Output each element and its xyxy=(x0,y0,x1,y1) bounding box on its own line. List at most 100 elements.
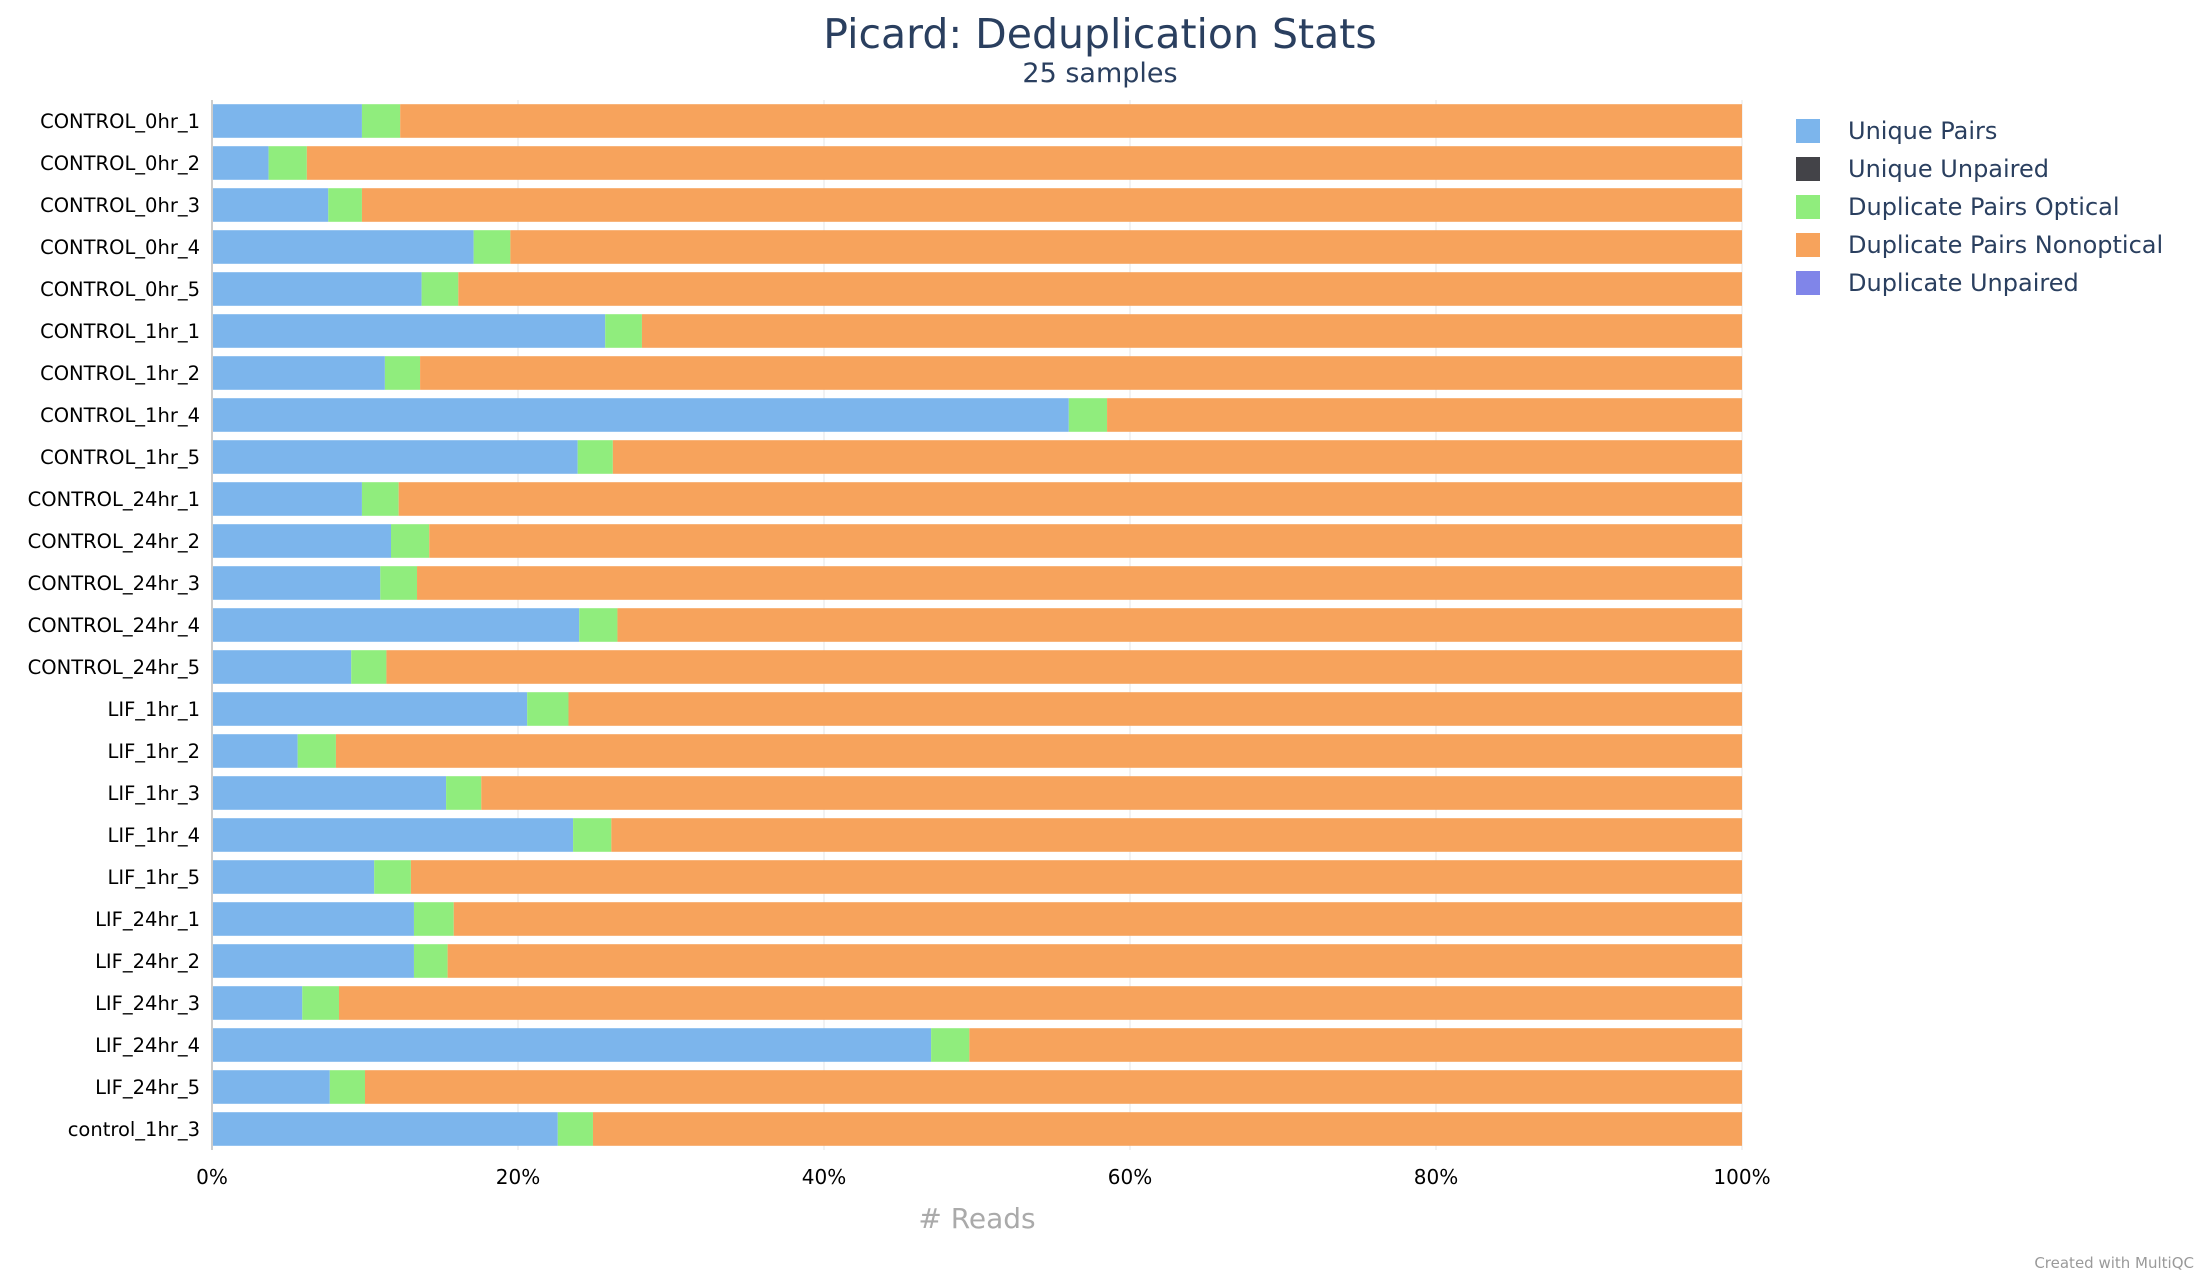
legend-swatch xyxy=(1796,271,1820,295)
bar-segment xyxy=(212,944,414,978)
bar-segment xyxy=(212,230,474,264)
legend-swatch xyxy=(1796,233,1820,257)
x-axis-title: # Reads xyxy=(918,1202,1035,1235)
legend-label: Unique Pairs xyxy=(1848,117,1998,145)
y-tick-label: LIF_24hr_4 xyxy=(95,1034,200,1057)
bar-segment xyxy=(212,860,375,894)
bar-segment xyxy=(1068,398,1108,432)
legend-label: Unique Unpaired xyxy=(1848,155,2050,183)
bar-segment xyxy=(329,1070,365,1104)
y-tick-label: control_1hr_3 xyxy=(68,1118,200,1141)
bar-segment xyxy=(611,818,1742,852)
bar-segment xyxy=(212,188,329,222)
bar-segment xyxy=(577,440,613,474)
bar-segment xyxy=(212,272,422,306)
legend-item[interactable]: Unique Unpaired xyxy=(1796,150,2163,188)
y-tick-label: CONTROL_24hr_1 xyxy=(28,488,200,511)
bar-segment xyxy=(361,188,1743,222)
bar-segment xyxy=(617,608,1743,642)
bar-segment xyxy=(1107,398,1742,432)
y-tick-label: LIF_24hr_1 xyxy=(95,908,200,931)
y-tick-label: CONTROL_0hr_1 xyxy=(40,110,200,133)
bar-segment xyxy=(573,818,612,852)
bar-segment xyxy=(386,650,1742,684)
bar-segment xyxy=(391,524,430,558)
bar-segment xyxy=(420,356,1743,390)
bar-segment xyxy=(969,1028,1742,1062)
bar-segment xyxy=(212,608,580,642)
x-tick-label: 20% xyxy=(496,1165,540,1189)
bar-segment xyxy=(212,818,574,852)
legend-item[interactable]: Duplicate Unpaired xyxy=(1796,264,2163,302)
x-tick-label: 0% xyxy=(196,1165,228,1189)
credit-text: Created with MultiQC xyxy=(2034,1254,2194,1272)
y-tick-label: CONTROL_24hr_4 xyxy=(28,614,200,637)
bar-segment xyxy=(212,776,447,810)
y-tick-label: LIF_1hr_1 xyxy=(107,698,200,721)
bar-segment xyxy=(413,944,448,978)
y-tick-label: CONTROL_0hr_4 xyxy=(40,236,200,259)
x-tick-label: 80% xyxy=(1414,1165,1458,1189)
legend-swatch xyxy=(1796,195,1820,219)
bar-segment xyxy=(410,860,1742,894)
y-tick-label: LIF_1hr_3 xyxy=(107,782,200,805)
bar-segment xyxy=(328,188,362,222)
bar-segment xyxy=(453,902,1742,936)
y-tick-label: CONTROL_24hr_2 xyxy=(28,530,200,553)
legend-swatch xyxy=(1796,119,1820,143)
bar-segment xyxy=(400,104,1743,138)
legend-item[interactable]: Duplicate Pairs Nonoptical xyxy=(1796,226,2163,264)
bar-segment xyxy=(212,440,578,474)
bar-segment xyxy=(380,566,418,600)
bar-segment xyxy=(458,272,1743,306)
bar-segment xyxy=(212,902,414,936)
bar-segment xyxy=(212,356,385,390)
bar-segment xyxy=(398,482,1742,516)
bar-segment xyxy=(212,734,298,768)
bar-segment xyxy=(212,1070,330,1104)
x-tick-label: 60% xyxy=(1108,1165,1152,1189)
bar-segment xyxy=(374,860,411,894)
bar-segment xyxy=(473,230,511,264)
bar-segment xyxy=(384,356,421,390)
y-tick-label: CONTROL_24hr_3 xyxy=(28,572,200,595)
bar-segment xyxy=(361,104,401,138)
legend-item[interactable]: Unique Pairs xyxy=(1796,112,2163,150)
bar-segment xyxy=(447,944,1742,978)
y-tick-label: CONTROL_24hr_5 xyxy=(28,656,200,679)
bar-segment xyxy=(212,986,303,1020)
bar-segment xyxy=(212,692,528,726)
bar-segment xyxy=(557,1112,593,1146)
y-tick-label: CONTROL_1hr_1 xyxy=(40,320,200,343)
bar-segment xyxy=(212,524,392,558)
bar-segment xyxy=(306,146,1742,180)
legend-item[interactable]: Duplicate Pairs Optical xyxy=(1796,188,2163,226)
bar-segment xyxy=(351,650,387,684)
legend-label: Duplicate Unpaired xyxy=(1848,269,2079,297)
x-tick-label: 100% xyxy=(1713,1165,1770,1189)
bar-segment xyxy=(335,734,1743,768)
y-tick-label: CONTROL_0hr_5 xyxy=(40,278,200,301)
bar-segment xyxy=(361,482,399,516)
y-tick-label: LIF_1hr_2 xyxy=(107,740,200,763)
legend-label: Duplicate Pairs Optical xyxy=(1848,193,2120,221)
bar-segment xyxy=(568,692,1742,726)
bar-segment xyxy=(446,776,482,810)
bar-segment xyxy=(605,314,642,348)
y-tick-label: CONTROL_0hr_2 xyxy=(40,152,200,175)
chart-title: Picard: Deduplication Stats xyxy=(823,10,1377,58)
bar-segment xyxy=(212,1112,558,1146)
chart-subtitle: 25 samples xyxy=(1022,58,1178,89)
y-tick-label: LIF_1hr_4 xyxy=(107,824,200,847)
y-tick-label: CONTROL_0hr_3 xyxy=(40,194,200,217)
bar-segment xyxy=(302,986,339,1020)
bar-segment xyxy=(481,776,1742,810)
y-tick-label: CONTROL_1hr_4 xyxy=(40,404,200,427)
bar-segment xyxy=(527,692,569,726)
legend-swatch xyxy=(1796,157,1820,181)
x-tick-label: 40% xyxy=(802,1165,846,1189)
bar-segment xyxy=(268,146,307,180)
bar-segment xyxy=(510,230,1743,264)
bar-segment xyxy=(365,1070,1742,1104)
